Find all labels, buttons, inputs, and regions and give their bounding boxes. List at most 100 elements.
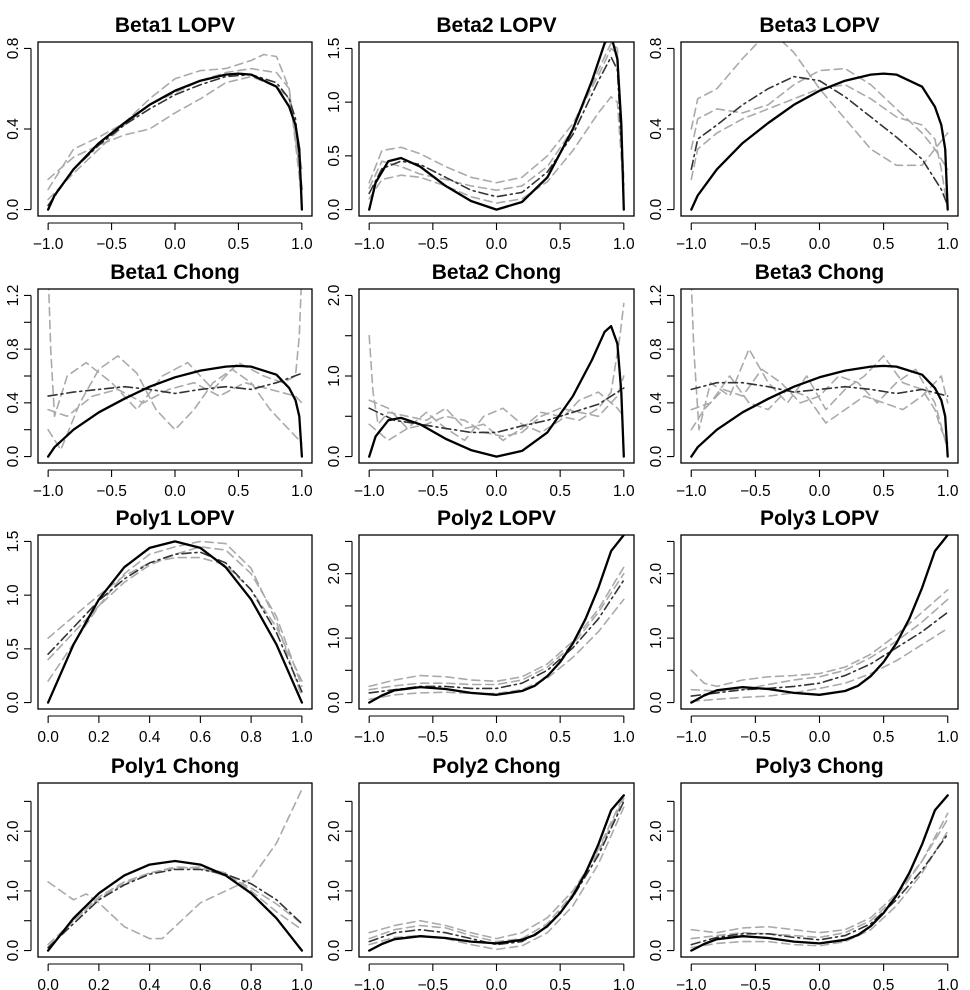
- true-density-line: [690, 535, 949, 704]
- x-tick-label: −1.0: [354, 729, 385, 746]
- x-tick-label: 0.5: [228, 483, 250, 500]
- x-tick-label: 0.4: [139, 729, 161, 746]
- y-tick-label: 0.8: [5, 38, 22, 60]
- true-density-line: [46, 72, 304, 211]
- y-tick-label: 0.4: [648, 118, 665, 140]
- x-tick-label: 1.0: [937, 729, 959, 746]
- x-tick-label: −1.0: [676, 483, 707, 500]
- quantile-estimate-line: [690, 375, 949, 424]
- x-tick-label: 0.0: [809, 729, 831, 746]
- true-density-line: [690, 72, 949, 211]
- x-tick-label: −0.5: [740, 729, 771, 746]
- true-density-line: [368, 535, 625, 704]
- y-tick-label: 0.0: [648, 198, 665, 220]
- y-tick-label: 0.0: [5, 691, 22, 713]
- plot-frame: [358, 41, 635, 217]
- x-tick-label: −0.5: [418, 483, 449, 500]
- panel-7: Poly1 LOPV 0.0 0.2 0.4 0.6 0.8 1.0 0.0 0.5 1.0 1.5: [5, 507, 313, 746]
- quantile-estimate-line: [47, 67, 303, 201]
- y-tick-label: 0.8: [5, 338, 22, 360]
- y-tick-label: 0.0: [648, 939, 665, 961]
- y-tick-label: 1.2: [5, 285, 22, 307]
- x-tick-label: 0.0: [164, 236, 186, 253]
- x-tick-label: 0.2: [88, 977, 110, 990]
- y-tick-label: 0.5: [326, 145, 343, 167]
- x-tick-label: 1.0: [613, 483, 635, 500]
- x-tick-label: 1.0: [937, 483, 959, 500]
- x-tick-label: −1.0: [354, 236, 385, 253]
- panel-title: Beta2 LOPV: [436, 14, 556, 37]
- x-tick-label: −0.5: [96, 483, 127, 500]
- y-tick-label: 0.0: [5, 939, 22, 961]
- y-tick-label: 0.5: [5, 638, 22, 660]
- mean-estimate-line: [690, 833, 949, 946]
- y-tick-label: 2.0: [326, 820, 343, 842]
- mean-estimate-line: [690, 611, 949, 697]
- y-tick-label: 1.0: [326, 880, 343, 902]
- x-tick-label: 0.0: [809, 483, 831, 500]
- y-tick-label: 1.0: [5, 880, 22, 902]
- x-tick-label: 0.5: [549, 729, 571, 746]
- panel-12: Poly3 Chong −1.0 −0.5 0.0 0.5 1.0 0.0 1.0 2.0: [648, 755, 959, 990]
- x-tick-label: 0.8: [240, 729, 262, 746]
- plot-frame: [37, 534, 313, 710]
- panel-title: Poly1 Chong: [111, 755, 239, 778]
- plot-frame: [680, 782, 959, 958]
- x-tick-label: 1.0: [613, 729, 635, 746]
- quantile-estimate-line: [690, 67, 949, 171]
- quantile-estimate-line: [47, 556, 303, 682]
- y-tick-label: 0.4: [5, 118, 22, 140]
- quantile-estimate-line: [368, 794, 625, 943]
- y-tick-label: 1.0: [326, 91, 343, 113]
- x-tick-label: −1.0: [33, 236, 64, 253]
- panel-5: Beta2 Chong −1.0 −0.5 0.0 0.5 1.0 0.0 1.0 2.0: [326, 261, 635, 500]
- quantile-estimate-line: [47, 866, 303, 949]
- quantile-estimate-line: [690, 368, 949, 451]
- panel-1: Beta1 LOPV −1.0 −0.5 0.0 0.5 1.0 0.0 0.4 0.8: [5, 14, 313, 253]
- x-tick-label: 0.0: [486, 977, 508, 990]
- y-tick-label: 1.0: [648, 627, 665, 649]
- x-tick-label: −0.5: [418, 236, 449, 253]
- x-tick-label: 0.0: [486, 483, 508, 500]
- quantile-estimate-line: [368, 572, 625, 691]
- y-tick-label: 1.0: [648, 880, 665, 902]
- quantile-estimate-line: [690, 830, 949, 949]
- quantile-estimate-line: [368, 566, 625, 688]
- x-tick-label: −0.5: [418, 729, 449, 746]
- true-density-line: [46, 859, 304, 952]
- x-tick-label: −1.0: [354, 977, 385, 990]
- panel-title: Poly2 LOPV: [437, 507, 556, 530]
- y-tick-label: 2.0: [648, 820, 665, 842]
- x-tick-label: −0.5: [96, 236, 127, 253]
- y-tick-label: 2.0: [648, 563, 665, 585]
- x-tick-label: 0.5: [873, 236, 895, 253]
- y-tick-label: 2.0: [5, 820, 22, 842]
- mean-estimate-line: [690, 381, 949, 397]
- plot-frame: [680, 288, 959, 464]
- plot-frame: [37, 41, 313, 217]
- x-tick-label: −1.0: [676, 977, 707, 990]
- mean-estimate-line: [368, 800, 625, 946]
- y-tick-label: 0.8: [648, 38, 665, 60]
- panel-title: Beta1 Chong: [110, 261, 240, 284]
- quantile-estimate-line: [47, 788, 303, 940]
- true-density-line: [690, 364, 949, 458]
- y-tick-label: 0.0: [326, 939, 343, 961]
- panel-2: Beta2 LOPV −1.0 −0.5 0.0 0.5 1.0 0.0 0.5 1.0 1.5: [326, 14, 635, 253]
- panel-title: Poly2 Chong: [432, 755, 560, 778]
- plot-frame: [358, 534, 635, 710]
- quantile-estimate-line: [690, 42, 949, 167]
- panel-title: Beta3 Chong: [755, 261, 885, 284]
- x-tick-label: −0.5: [740, 236, 771, 253]
- quantile-estimate-line: [368, 96, 625, 204]
- quantile-estimate-line: [690, 598, 949, 692]
- x-tick-label: 1.0: [613, 236, 635, 253]
- mean-estimate-line: [47, 372, 303, 397]
- x-tick-label: 0.5: [873, 729, 895, 746]
- quantile-estimate-line: [690, 289, 949, 444]
- x-tick-label: 1.0: [291, 483, 313, 500]
- mean-estimate-line: [368, 56, 625, 198]
- plot-frame: [37, 782, 313, 958]
- y-tick-label: 0.0: [326, 198, 343, 220]
- true-density-line: [46, 540, 304, 704]
